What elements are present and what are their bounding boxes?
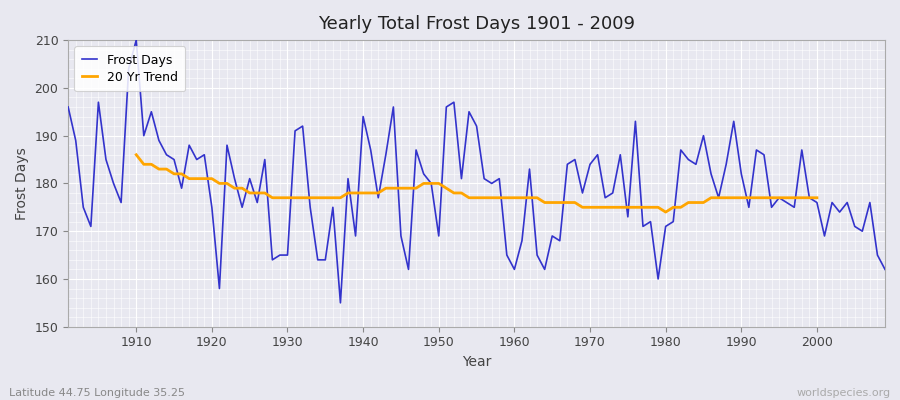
20 Yr Trend	[290, 195, 301, 200]
Text: Latitude 44.75 Longitude 35.25: Latitude 44.75 Longitude 35.25	[9, 388, 185, 398]
Frost Days	[350, 234, 361, 238]
Frost Days	[335, 300, 346, 305]
Frost Days	[615, 152, 626, 157]
Title: Yearly Total Frost Days 1901 - 2009: Yearly Total Frost Days 1901 - 2009	[318, 15, 635, 33]
Legend: Frost Days, 20 Yr Trend: Frost Days, 20 Yr Trend	[75, 46, 185, 91]
Frost Days	[297, 124, 308, 128]
Frost Days	[524, 167, 535, 172]
20 Yr Trend	[130, 152, 141, 157]
Line: 20 Yr Trend: 20 Yr Trend	[136, 155, 817, 212]
20 Yr Trend	[812, 195, 823, 200]
Frost Days	[879, 267, 890, 272]
Frost Days	[63, 104, 74, 109]
20 Yr Trend	[804, 195, 814, 200]
Text: worldspecies.org: worldspecies.org	[796, 388, 891, 398]
20 Yr Trend	[713, 195, 724, 200]
Frost Days	[123, 66, 134, 71]
Line: Frost Days: Frost Days	[68, 40, 885, 303]
20 Yr Trend	[796, 195, 807, 200]
Y-axis label: Frost Days: Frost Days	[15, 147, 29, 220]
20 Yr Trend	[661, 210, 671, 214]
20 Yr Trend	[305, 195, 316, 200]
20 Yr Trend	[214, 181, 225, 186]
X-axis label: Year: Year	[462, 355, 491, 369]
Frost Days	[130, 38, 141, 42]
Frost Days	[517, 238, 527, 243]
